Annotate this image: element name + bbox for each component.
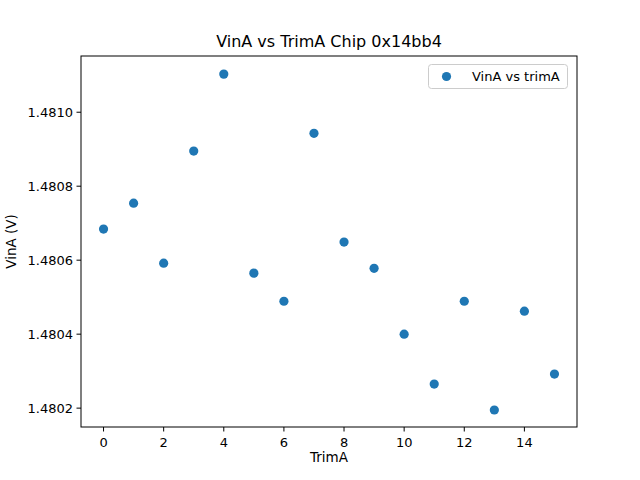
x-tick-label: 14	[516, 435, 533, 450]
chart-title: VinA vs TrimA Chip 0x14bb4	[216, 32, 442, 51]
y-tick-label: 1.4802	[28, 401, 74, 416]
y-tick-label: 1.4810	[28, 105, 74, 120]
y-tick-label: 1.4806	[28, 253, 74, 268]
legend-label: VinA vs trimA	[472, 69, 560, 84]
x-tick-label: 0	[99, 435, 107, 450]
x-tick-label: 12	[456, 435, 473, 450]
data-point	[279, 297, 288, 306]
data-point	[550, 370, 559, 379]
y-tick-label: 1.4804	[28, 327, 74, 342]
legend: VinA vs trimA	[429, 65, 568, 89]
data-point	[189, 146, 198, 155]
data-point	[219, 70, 228, 79]
x-tick-label: 4	[220, 435, 228, 450]
data-point	[460, 297, 469, 306]
x-tick-label: 2	[160, 435, 168, 450]
data-point	[249, 269, 258, 278]
matplotlib-figure: VinA vs TrimA Chip 0x14bb4 0 2 4 6 8 10 12 14 1.…	[0, 0, 640, 480]
scatter-plot: VinA vs TrimA Chip 0x14bb4 0 2 4 6 8 10 12 14 1.…	[0, 0, 640, 480]
data-point	[430, 379, 439, 388]
data-point	[99, 225, 108, 234]
data-point	[159, 259, 168, 268]
y-tick-label: 1.4808	[28, 179, 74, 194]
x-tick-label: 8	[340, 435, 348, 450]
data-point	[129, 199, 138, 208]
x-tick-label: 10	[396, 435, 413, 450]
data-point	[490, 405, 499, 414]
data-point	[400, 330, 409, 339]
data-point	[369, 264, 378, 273]
data-point	[520, 307, 529, 316]
x-tick-label: 6	[280, 435, 288, 450]
data-point	[339, 237, 348, 246]
x-axis-label: TrimA	[309, 449, 349, 465]
data-point	[309, 129, 318, 138]
legend-marker-icon	[442, 72, 451, 81]
y-axis-label: VinA (V)	[3, 214, 19, 269]
